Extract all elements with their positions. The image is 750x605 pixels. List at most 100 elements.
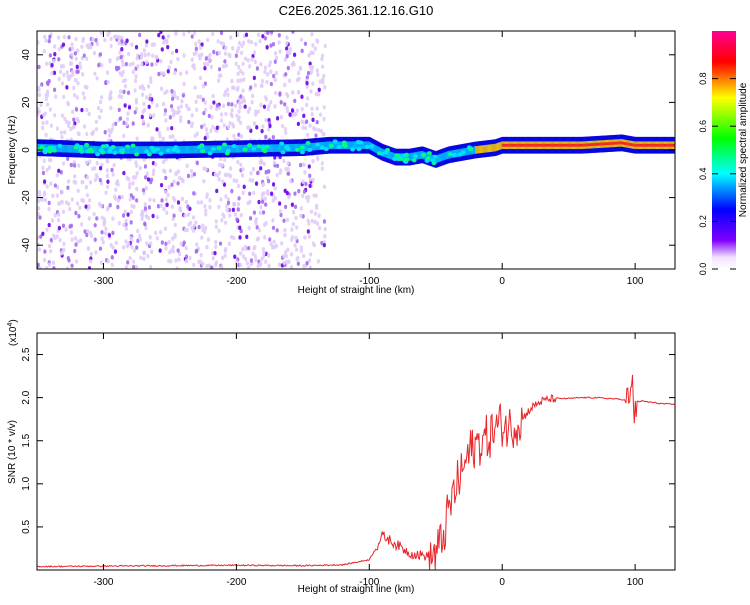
spectrogram-noise-cell [46,89,50,95]
spectrogram-noise-cell [251,166,256,172]
spectrogram-noise-cell [320,161,324,166]
spectrogram-noise-cell [152,168,156,173]
spectrogram-noise-cell [239,228,243,234]
spectrogram-noise-cell [300,48,304,54]
spectrogram-noise-cell [75,69,79,75]
spectrogram-noise-cell [144,175,148,180]
spectrogram-highlight [323,147,329,152]
spectrogram-noise-cell [122,120,126,126]
spectrogram-noise-cell [289,179,293,184]
spectrogram-noise-cell [246,58,250,63]
spectrogram-highlight [134,152,140,157]
spectrogram-noise-cell [322,116,326,122]
spectrogram-noise-cell [283,82,287,88]
spectrogram-noise-cell [259,158,263,164]
colorbar-tick-label: 0.2 [698,215,708,228]
spectrogram-noise-cell [110,167,114,173]
spectrogram-noise-cell [284,254,288,259]
spectrogram-noise-cell [261,199,265,204]
spectrogram-noise-cell [287,194,291,200]
spectrogram-noise-cell [262,191,266,196]
spectrogram-noise-cell [204,56,208,61]
spectrogram-noise-cell [220,163,224,168]
spectrogram-noise-cell [101,240,105,245]
spectrogram-noise-cell [280,123,285,129]
spectrogram-noise-cell [211,256,215,261]
spectrogram-noise-cell [201,261,205,266]
spectrogram-noise-cell [81,91,85,96]
spectrogram-noise-cell [266,72,270,77]
spectrogram-noise-cell [67,35,71,40]
spectrogram-noise-cell [299,37,304,42]
spectrogram-noise-cell [76,80,80,86]
spectrogram-noise-cell [285,109,290,114]
spectrogram-highlight [262,149,268,154]
spectrogram-noise-cell [223,157,227,163]
spectrogram-noise-cell [223,172,228,178]
spectrogram-noise-cell [225,208,229,213]
spectrogram-noise-cell [37,190,42,195]
spectrogram-noise-cell [308,123,312,128]
spectrogram-noise-cell [175,266,179,269]
spectrogram-noise-cell [259,261,263,266]
spectrogram-noise-cell [283,126,288,132]
spectrogram-noise-cell [178,206,182,211]
spectrogram-noise-cell [143,164,148,169]
spectrogram-noise-cell [163,169,167,174]
spectrogram-noise-cell [66,74,70,79]
spectrogram-noise-cell [266,106,270,112]
spectrogram-noise-cell [231,124,236,129]
spectrogram-noise-cell [299,245,303,250]
spectrogram-noise-cell [41,170,46,176]
spectrogram-noise-cell [278,201,282,206]
spectrogram-noise-cell [190,123,194,129]
spectrogram-noise-cell [148,197,152,202]
spectrogram-noise-cell [248,216,253,221]
spectrogram-noise-cell [290,108,295,113]
spectrogram-noise-cell [124,265,128,269]
spectrogram-highlight [47,149,53,154]
spectrogram-noise-cell [282,260,286,266]
spectrogram-noise-cell [204,208,208,213]
spectrogram-highlight [424,158,430,163]
spectrogram-noise-cell [142,101,146,107]
spectrogram-noise-cell [148,93,152,98]
spectrogram-noise-cell [254,112,258,117]
spectrogram-noise-cell [173,197,177,203]
spectrogram-noise-cell [222,214,226,219]
spectrogram-noise-cell [113,249,118,254]
spectrogram-noise-cell [313,211,317,216]
spectrogram-noise-cell [58,69,63,74]
spectrogram-noise-cell [283,57,288,62]
spectrogram-noise-cell [282,218,286,223]
spectrogram-noise-cell [262,250,266,256]
spectrogram-noise-cell [259,166,263,171]
spectrogram-noise-cell [193,85,197,90]
spectrogram-noise-cell [203,136,207,141]
spectrogram-noise-cell [118,50,122,55]
spectrogram-noise-cell [299,162,303,168]
spectrogram-noise-cell [140,62,144,67]
spectrogram-noise-cell [308,258,312,263]
spectrogram-noise-cell [37,85,41,91]
spectrogram-noise-cell [116,34,121,40]
spectrogram-noise-cell [226,101,231,107]
spectrogram-noise-cell [105,168,109,173]
spectrogram-noise-cell [206,237,211,242]
spectrogram-noise-cell [209,64,213,70]
spectrogram-noise-cell [134,264,139,269]
spectrogram-noise-cell [217,78,221,83]
spectrogram-noise-cell [141,92,145,97]
spectrogram-noise-cell [248,199,252,205]
spectrogram-noise-cell [163,112,167,117]
spectrogram-noise-cell [155,236,159,241]
spectrogram-noise-cell [55,173,59,178]
spectrogram-noise-cell [315,106,319,111]
spectrogram-noise-cell [78,205,82,210]
spectrogram-noise-cell [97,201,102,207]
spectrogram-noise-cell [241,247,245,252]
spectrogram-noise-cell [186,204,190,209]
spectrogram-noise-cell [314,205,319,210]
spectrogram-noise-cell [241,254,246,259]
